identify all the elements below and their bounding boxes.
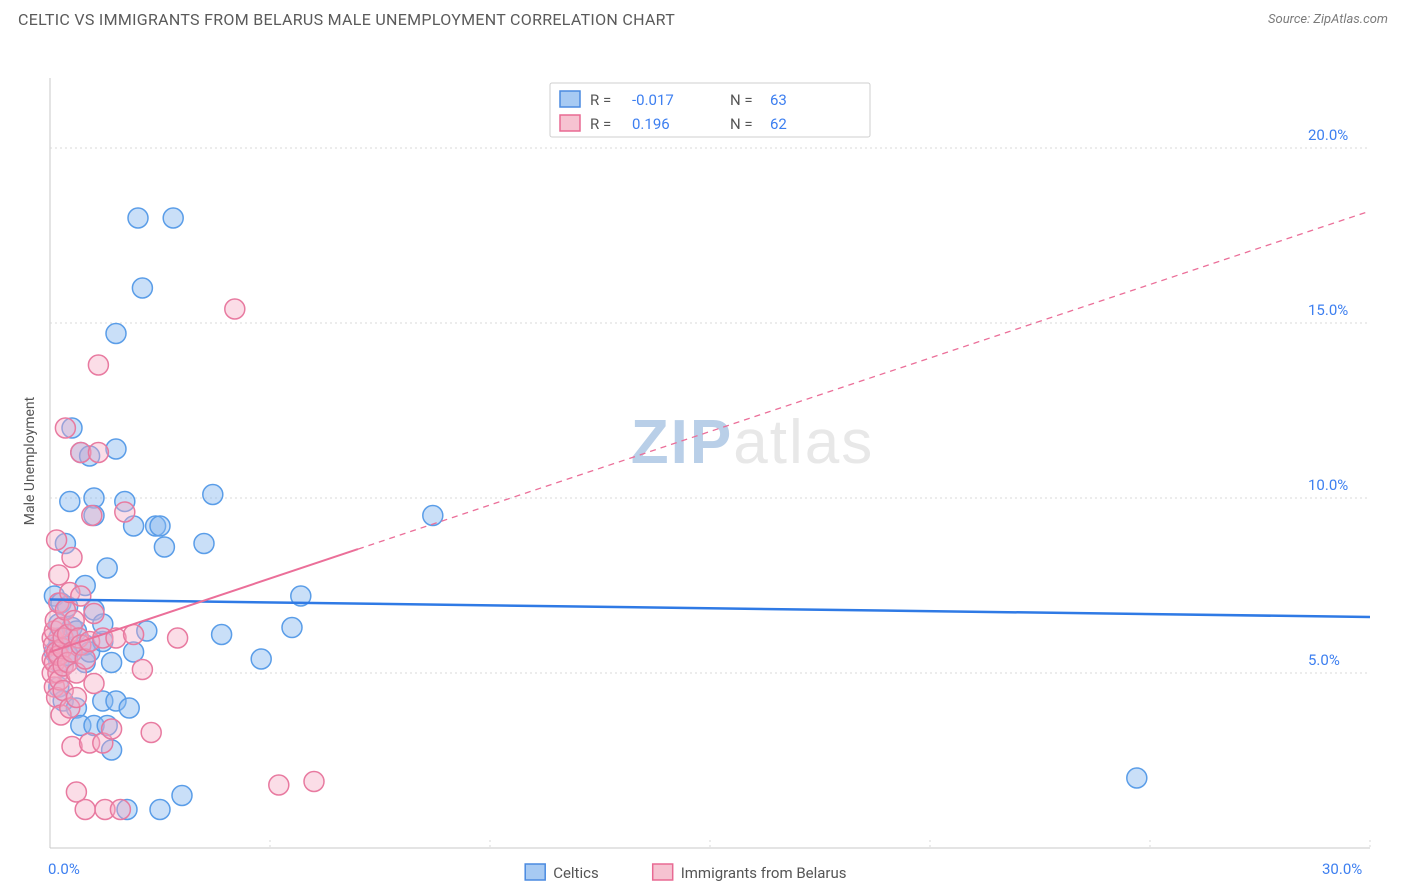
data-point xyxy=(84,604,104,624)
data-point xyxy=(102,653,122,673)
data-point xyxy=(150,800,170,820)
title-bar: CELTIC VS IMMIGRANTS FROM BELARUS MALE U… xyxy=(0,0,1406,33)
data-point xyxy=(75,800,95,820)
y-tick-label: 20.0% xyxy=(1308,126,1348,144)
data-point xyxy=(55,418,75,438)
data-point xyxy=(1127,768,1147,788)
data-point xyxy=(47,530,67,550)
data-point xyxy=(49,565,69,585)
trend-line xyxy=(50,600,1370,618)
y-tick-label: 10.0% xyxy=(1308,476,1348,494)
chart-title: CELTIC VS IMMIGRANTS FROM BELARUS MALE U… xyxy=(18,10,675,29)
chart-wrapper: Male Unemployment 5.0% 10.0% 15.0% 20.0% 0.0… xyxy=(0,33,1406,892)
data-point xyxy=(132,660,152,680)
legend-series-label: Immigrants from Belarus xyxy=(681,864,847,882)
data-point xyxy=(84,674,104,694)
data-point xyxy=(141,723,161,743)
legend-swatch xyxy=(560,115,580,131)
y-axis-label: Male Unemployment xyxy=(22,391,38,531)
legend-n-value: 62 xyxy=(770,115,787,133)
data-point xyxy=(102,719,122,739)
legend-n-label: N = xyxy=(730,91,753,109)
data-point xyxy=(88,355,108,375)
data-point xyxy=(88,443,108,463)
data-point xyxy=(304,772,324,792)
data-point xyxy=(150,516,170,536)
data-point xyxy=(194,534,214,554)
legend-r-label: R = xyxy=(590,115,611,133)
legend-r-label: R = xyxy=(590,91,611,109)
data-point xyxy=(119,698,139,718)
watermark: ZIPatlas xyxy=(631,408,874,477)
legend-swatch xyxy=(525,864,545,880)
data-point xyxy=(106,439,126,459)
data-point xyxy=(251,649,271,669)
data-point xyxy=(115,502,135,522)
x-tick-label: 30.0% xyxy=(1322,860,1362,878)
data-point xyxy=(423,506,443,526)
data-point xyxy=(154,537,174,557)
data-point xyxy=(97,558,117,578)
legend-series-label: Celtics xyxy=(553,864,599,882)
scatter-chart: 5.0% 10.0% 15.0% 20.0% 0.0% 30.0% ZIPatlas R = -… xyxy=(0,33,1406,892)
data-point xyxy=(124,625,144,645)
data-point xyxy=(128,208,148,228)
legend-n-value: 63 xyxy=(770,91,787,109)
data-point xyxy=(163,208,183,228)
data-point xyxy=(168,628,188,648)
data-point xyxy=(282,618,302,638)
data-point xyxy=(75,649,95,669)
trend-line-dashed xyxy=(358,211,1370,549)
legend-swatch xyxy=(653,864,673,880)
data-point xyxy=(269,775,289,795)
data-point xyxy=(203,485,223,505)
source-label: Source: ZipAtlas.com xyxy=(1268,12,1388,27)
data-point xyxy=(212,625,232,645)
data-point xyxy=(106,324,126,344)
x-tick-label: 0.0% xyxy=(48,860,80,878)
data-point xyxy=(62,548,82,568)
data-point xyxy=(64,611,84,631)
legend-r-value: -0.017 xyxy=(632,91,674,109)
data-point xyxy=(225,299,245,319)
data-point xyxy=(60,492,80,512)
data-point xyxy=(172,786,192,806)
data-point xyxy=(66,688,86,708)
data-point xyxy=(82,506,102,526)
data-point xyxy=(62,737,82,757)
legend-n-label: N = xyxy=(730,115,753,133)
legend-r-value: 0.196 xyxy=(632,115,670,133)
data-point xyxy=(71,586,91,606)
data-point xyxy=(110,800,130,820)
y-tick-label: 5.0% xyxy=(1308,651,1340,669)
legend-swatch xyxy=(560,91,580,107)
data-point xyxy=(132,278,152,298)
y-tick-label: 15.0% xyxy=(1308,301,1348,319)
